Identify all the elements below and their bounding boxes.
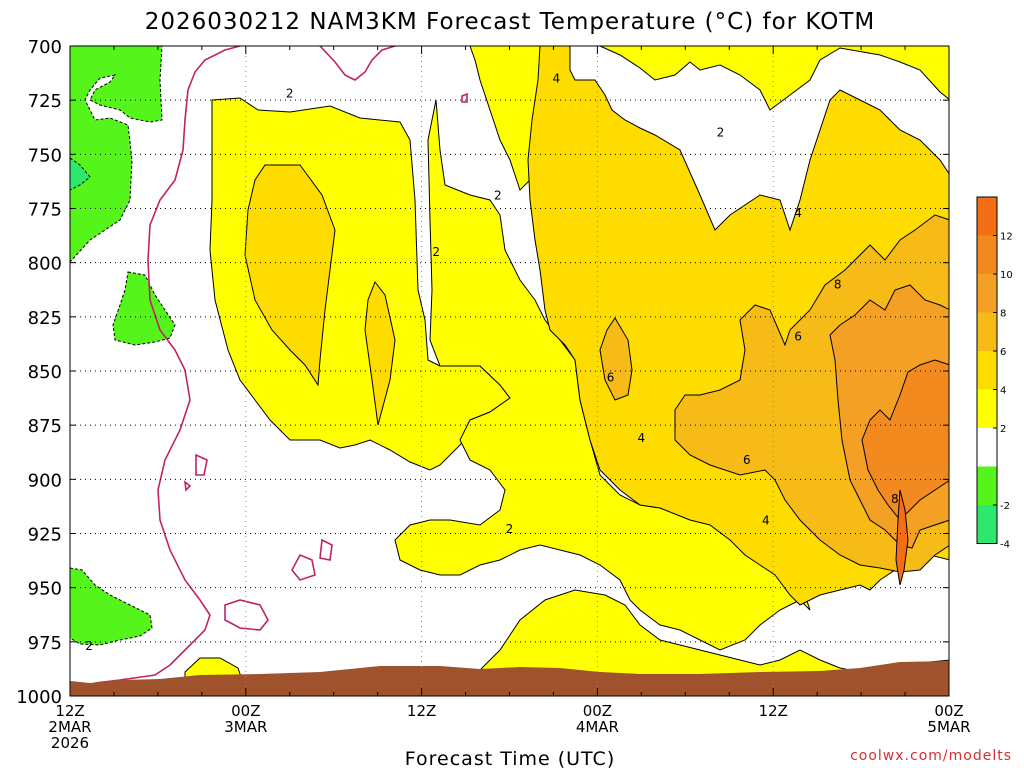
chart-title: 2026030212 NAM3KM Forecast Temperature (…: [145, 9, 876, 35]
contour-label: 6: [607, 371, 615, 385]
colorbar-band: [977, 312, 997, 351]
freezing-line: [291, 553, 316, 581]
x-axis-label: Forecast Time (UTC): [405, 748, 615, 768]
colorbar-band: [977, 235, 997, 274]
contour-label: 2: [494, 189, 502, 203]
colorbar-frame: [976, 196, 998, 544]
x-tick-year: 2026: [51, 734, 89, 752]
band-6-8C: [599, 317, 633, 401]
contour-labels: 2 2 2 2 2 2 4 4 4 4 6 6 6 8 8: [85, 72, 898, 654]
colorbar-band: [977, 428, 997, 467]
x-tick-date: 5MAR: [927, 718, 970, 736]
contour-label: 4: [762, 514, 770, 528]
y-tick-label: 725: [28, 91, 62, 112]
x-tick-hour: 12Z: [407, 702, 436, 720]
gridlines: [70, 46, 949, 696]
freezing-line: [319, 538, 333, 561]
y-tick-label: 850: [28, 362, 62, 383]
x-tick-hour: 00Z: [934, 702, 963, 720]
colorbar: 12 10 8 6 4 2 -2 -4: [976, 196, 1013, 551]
band-2-4C: [394, 99, 811, 651]
y-tick-label: 700: [28, 37, 62, 58]
y-tick-label: 950: [28, 579, 62, 600]
colorbar-tick-label: 12: [1000, 232, 1013, 243]
band-4-6C: [364, 280, 396, 426]
ground-surface: [70, 661, 949, 696]
colorbar-band: [977, 274, 997, 313]
colorbar-tick-label: 10: [1000, 270, 1013, 281]
y-tick-label: 925: [28, 525, 62, 546]
colorbar-tick-label: -2: [1000, 501, 1010, 512]
freezing-line: [94, 46, 241, 684]
colorbar-band: [977, 466, 997, 505]
band-4-6C: [244, 164, 336, 387]
colorbar-tick-label: 4: [1000, 386, 1006, 397]
x-tick-hour: 12Z: [55, 702, 84, 720]
freezing-line: [195, 453, 208, 476]
x-tick-date: 2MAR: [48, 718, 91, 736]
y-tick-label: 825: [28, 308, 62, 329]
freezing-line: [183, 480, 192, 492]
colorbar-band: [977, 389, 997, 428]
contour-label: 2: [286, 87, 294, 101]
contour-label: 2: [432, 245, 440, 259]
x-tick-hour: 12Z: [759, 702, 788, 720]
contour-label: 4: [553, 72, 561, 86]
freezing-line: [319, 46, 396, 81]
contour-label: 8: [834, 277, 842, 291]
x-tick-hour: 00Z: [583, 702, 612, 720]
contour-label: 4: [638, 431, 646, 445]
y-tick-label: 900: [28, 470, 62, 491]
contour-label: 2: [717, 126, 725, 140]
contour-label: 8: [891, 492, 899, 506]
colorbar-band: [977, 197, 997, 236]
colorbar-tick-label: 8: [1000, 309, 1006, 320]
x-tick-date: 3MAR: [224, 718, 267, 736]
band-12C-plus: [895, 489, 909, 586]
contour-label: 6: [794, 329, 802, 343]
freezing-line: [461, 92, 468, 103]
colorbar-tick-label: 2: [1000, 424, 1006, 435]
frame-ticks: [69, 45, 950, 697]
colorbar-band: [977, 351, 997, 390]
y-axis: 700 725 750 775 800 825 850 875 900 925 950 975 1000: [16, 37, 62, 708]
contour-label: 6: [743, 453, 751, 467]
y-tick-label: 1000: [16, 687, 62, 708]
colorbar-tick-label: 6: [1000, 347, 1006, 358]
band-below-0C: [70, 157, 91, 191]
y-tick-label: 775: [28, 200, 62, 221]
plot-area: 2 2 2 2 2 2 4 4 4 4 6 6 6 8 8: [70, 46, 949, 696]
x-tick-hour: 00Z: [231, 702, 260, 720]
y-tick-label: 975: [28, 633, 62, 654]
source-credit: coolwx.com/modelts: [850, 748, 1012, 764]
y-tick-label: 800: [28, 254, 62, 275]
y-tick-label: 750: [28, 145, 62, 166]
x-tick-date: 4MAR: [576, 718, 619, 736]
y-tick-label: 875: [28, 416, 62, 437]
contour-label: 4: [794, 206, 802, 220]
contour-label: 2: [506, 522, 514, 536]
colorbar-tick-label: -4: [1000, 540, 1010, 551]
contour-label: 2: [85, 639, 93, 653]
freezing-line: [224, 599, 269, 631]
colorbar-band: [977, 505, 997, 544]
